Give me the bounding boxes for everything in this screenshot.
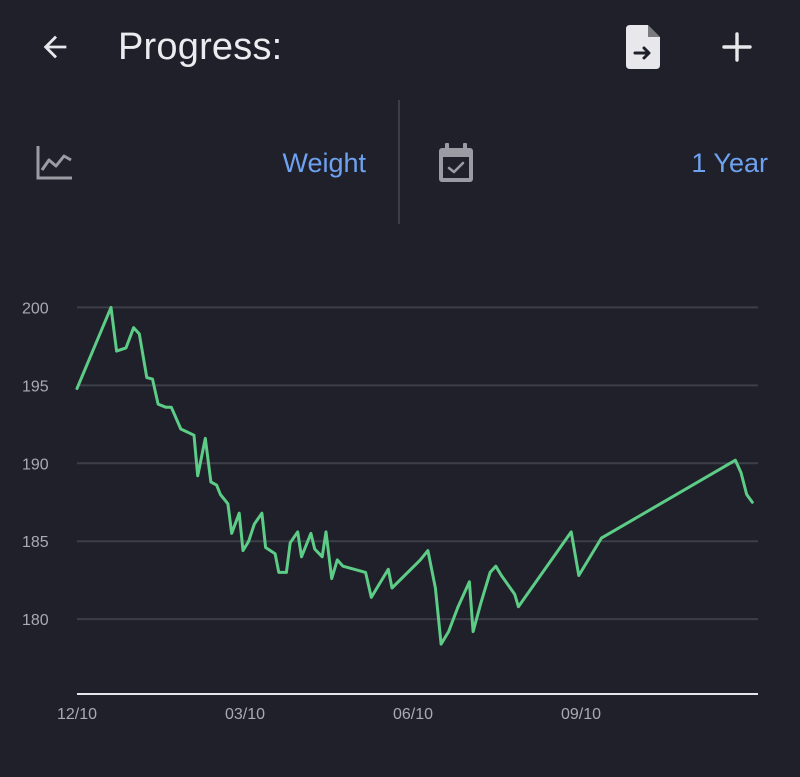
range-value: 1 Year <box>691 148 768 178</box>
chart-svg: 180 185 190 195 200 12/10 03/10 06/10 09/10 <box>22 300 758 723</box>
x-tick-label: 06/10 <box>393 706 433 723</box>
add-button[interactable] <box>712 22 762 72</box>
x-tick-label: 12/10 <box>57 706 97 723</box>
series-line-0 <box>75 305 754 646</box>
x-tick-label: 03/10 <box>225 706 265 723</box>
export-button[interactable] <box>620 22 668 72</box>
arrow-left-icon <box>43 35 67 59</box>
y-tick-label: 200 <box>22 300 49 317</box>
plus-icon <box>722 32 752 62</box>
filter-bar: Weight 1 Year <box>0 100 800 224</box>
line-chart-icon <box>36 146 72 180</box>
app-header: Progress: <box>0 0 800 96</box>
y-tick-label: 195 <box>22 378 49 395</box>
page-title: Progress: <box>118 26 283 68</box>
y-tick-label: 190 <box>22 456 49 473</box>
back-button[interactable] <box>30 22 80 72</box>
y-tick-label: 185 <box>22 534 49 551</box>
metric-value: Weight <box>282 148 366 178</box>
range-selector[interactable]: 1 Year <box>401 100 800 224</box>
file-export-icon <box>626 25 660 69</box>
weight-chart: 180 185 190 195 200 12/10 03/10 06/10 09/10 <box>0 270 800 730</box>
x-tick-label: 09/10 <box>561 706 601 723</box>
y-tick-label: 180 <box>22 612 49 629</box>
filter-divider <box>398 100 400 224</box>
calendar-check-icon <box>439 143 473 182</box>
metric-selector[interactable]: Weight <box>0 100 398 224</box>
